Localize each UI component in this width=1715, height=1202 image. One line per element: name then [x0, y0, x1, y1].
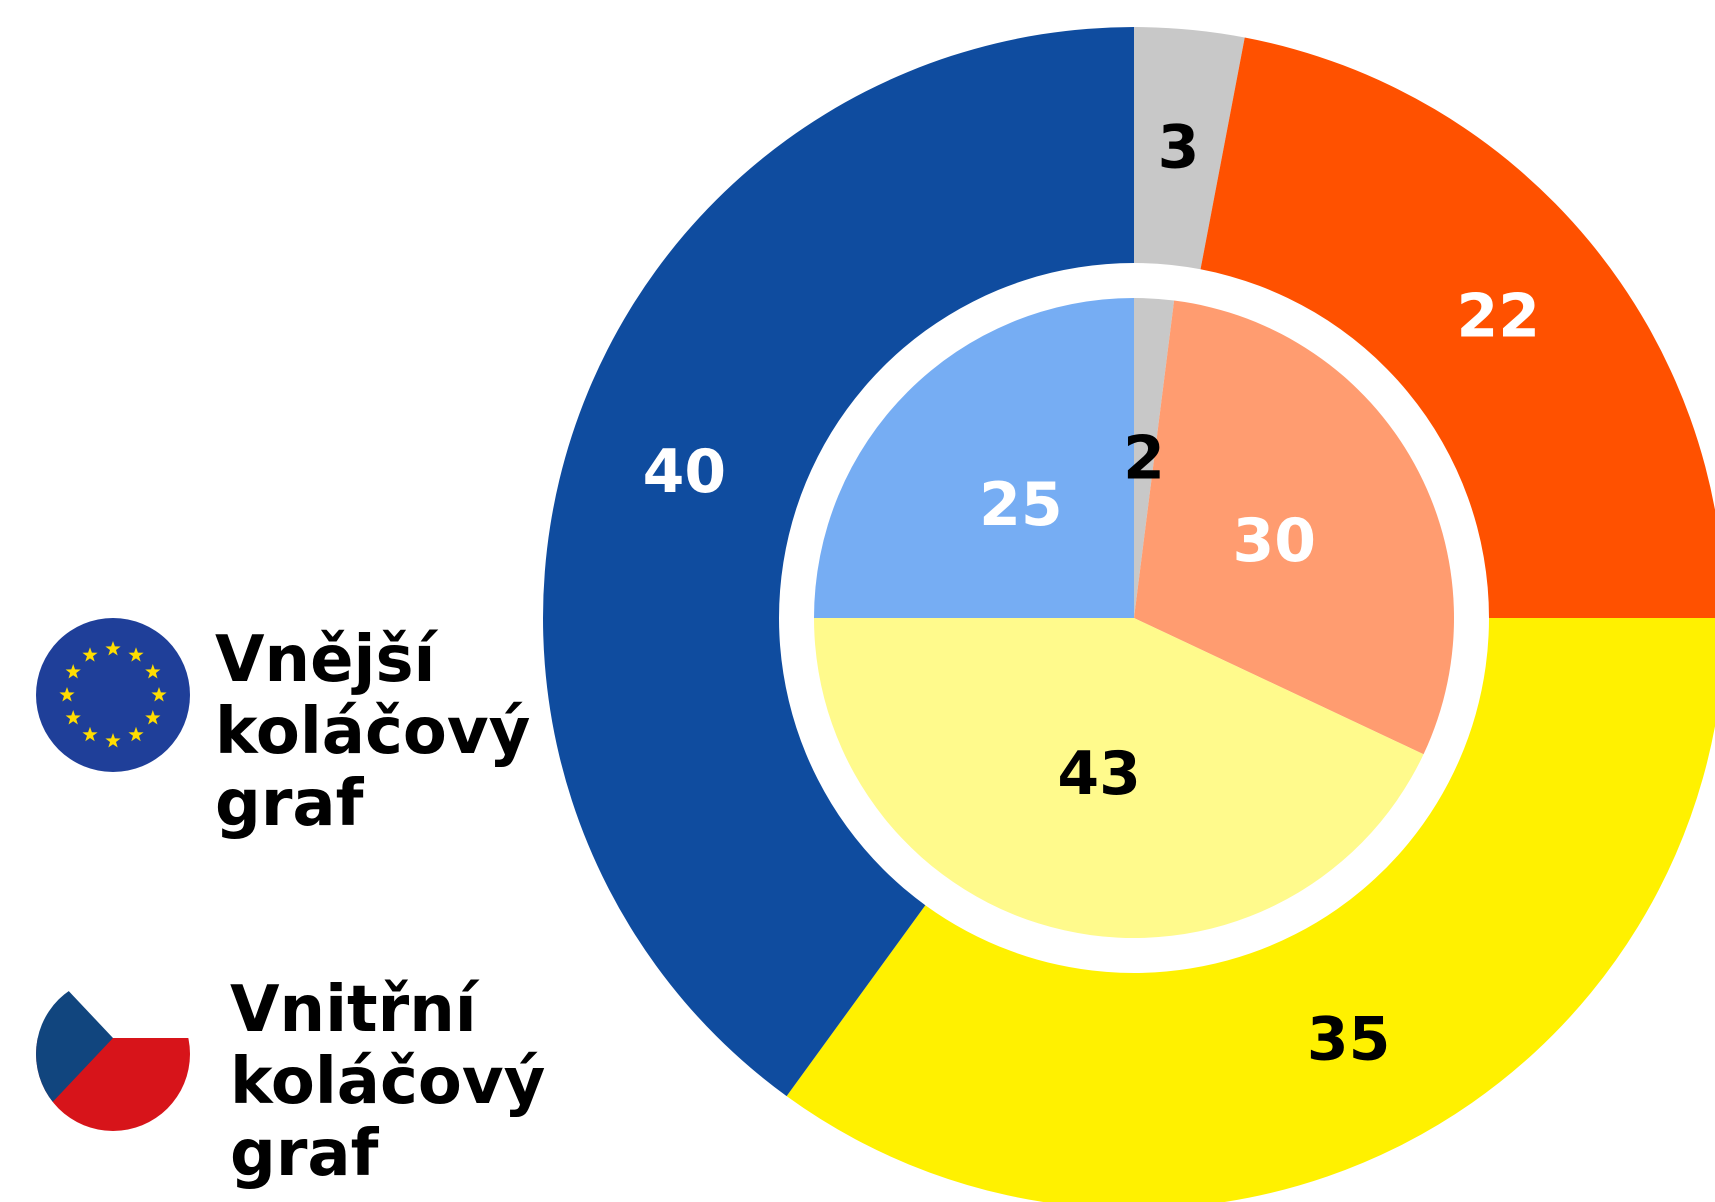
- data-label: 40: [643, 437, 727, 507]
- slice: [543, 27, 1134, 1097]
- eu-star: [105, 641, 121, 656]
- eu-star: [128, 726, 144, 742]
- eu-star: [82, 647, 98, 662]
- data-label: 43: [1057, 739, 1141, 809]
- legend-label: Vnitřní koláčový graf: [230, 973, 546, 1191]
- data-label: 25: [979, 470, 1063, 540]
- slice: [786, 618, 1715, 1202]
- eu-star: [145, 664, 161, 679]
- slice: [1134, 300, 1455, 755]
- data-label: 35: [1307, 1004, 1391, 1074]
- data-label: 22: [1457, 282, 1541, 352]
- cz-flag: [36, 977, 190, 1131]
- eu-star: [65, 710, 81, 725]
- slice: [814, 618, 1424, 939]
- data-label: 3: [1158, 112, 1200, 182]
- slice: [1134, 298, 1175, 618]
- data-label: 2: [1123, 423, 1165, 493]
- eu-star: [82, 726, 98, 742]
- eu-flag: [36, 618, 190, 772]
- slice: [814, 298, 1134, 618]
- eu-star: [65, 664, 81, 679]
- eu-star: [128, 647, 144, 662]
- slice: [1134, 27, 1245, 270]
- slice: [1200, 37, 1715, 618]
- eu-star: [59, 687, 75, 702]
- eu-star: [105, 733, 121, 748]
- eu-star: [151, 687, 167, 702]
- eu-stars: [59, 641, 167, 748]
- eu-star: [145, 710, 161, 725]
- data-label: 30: [1232, 506, 1316, 576]
- legend-label: Vnější koláčový graf: [215, 623, 531, 841]
